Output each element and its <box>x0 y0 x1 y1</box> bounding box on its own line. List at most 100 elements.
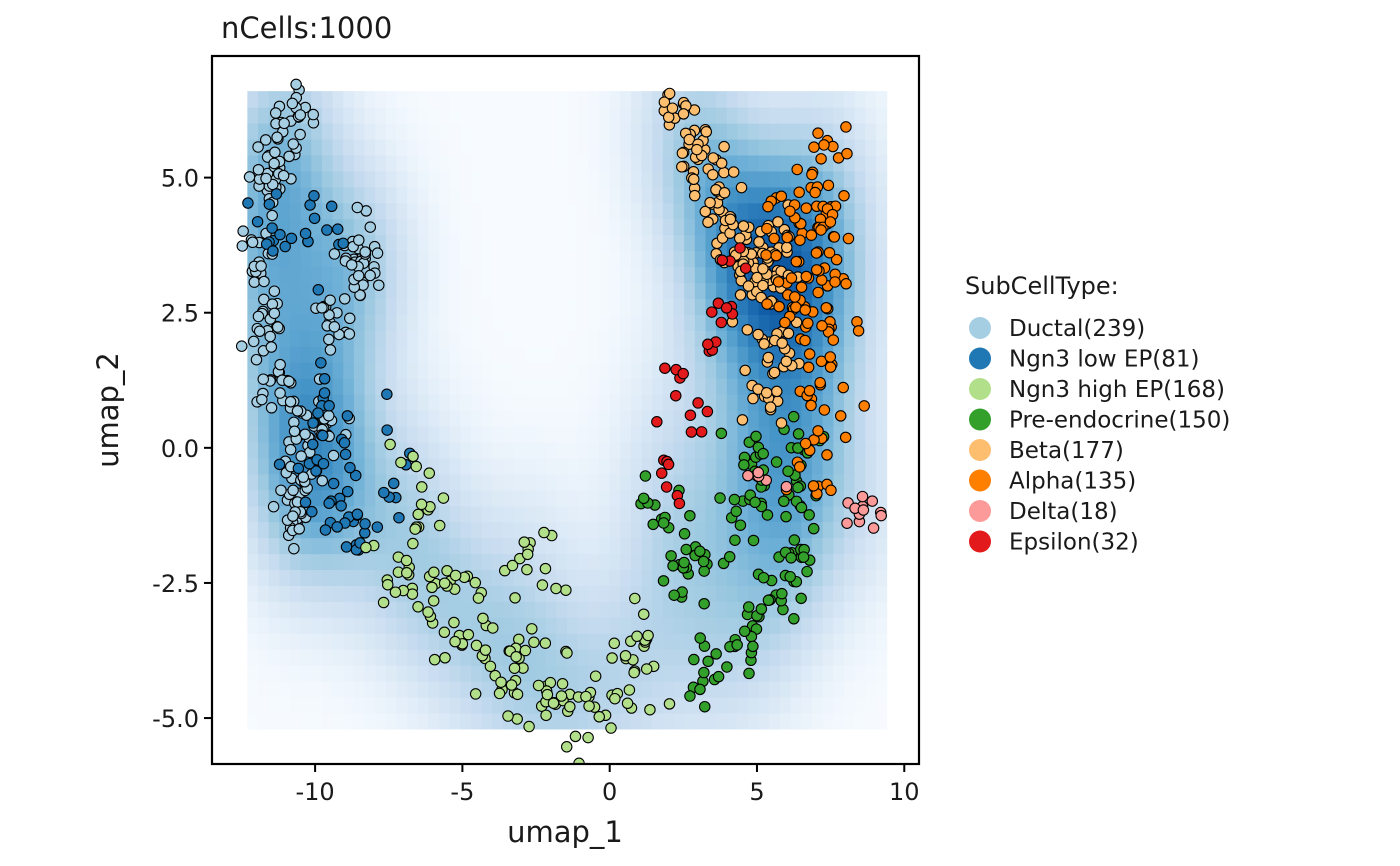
point-ngn3-high-ep <box>550 582 562 595</box>
point-pre-endocrine <box>657 575 670 587</box>
point-epsilon <box>739 262 752 274</box>
density-cell <box>332 425 344 443</box>
density-cell <box>481 234 493 252</box>
density-cell <box>407 234 419 252</box>
density-cell <box>375 362 387 379</box>
density-cell <box>460 282 472 299</box>
point-pre-endocrine <box>747 534 760 547</box>
density-cell <box>812 410 824 427</box>
density-cell <box>865 569 877 586</box>
density-cell <box>833 553 845 571</box>
density-cell <box>417 154 430 172</box>
density-cell <box>758 91 771 108</box>
density-cell <box>556 617 568 634</box>
density-cell <box>503 202 515 220</box>
density-cell <box>513 91 525 108</box>
density-cell <box>279 346 291 363</box>
density-cell <box>705 394 717 411</box>
density-cell <box>375 107 387 124</box>
density-cell <box>854 298 866 315</box>
density-cell <box>630 298 643 315</box>
density-cell <box>684 202 696 220</box>
density-cell <box>513 601 525 618</box>
density-cell <box>737 202 749 220</box>
density-cell <box>598 91 611 108</box>
density-cell <box>620 186 632 204</box>
density-cell <box>652 282 664 299</box>
density-cell <box>843 314 856 331</box>
density-cell <box>769 601 781 618</box>
point-alpha <box>841 147 853 160</box>
density-cell <box>481 170 493 188</box>
density-cell <box>716 681 728 698</box>
point-ngn3-low-ep <box>299 227 312 240</box>
density-cell <box>481 712 493 730</box>
density-cell <box>758 170 771 188</box>
density-cell <box>694 218 707 236</box>
density-cell <box>556 457 568 475</box>
density-cell <box>375 537 387 555</box>
density-cell <box>460 712 472 730</box>
density-cell <box>694 410 707 427</box>
density-cell <box>321 186 334 204</box>
point-ngn3-low-ep <box>327 477 340 490</box>
point-pre-endocrine <box>795 592 807 605</box>
density-cell <box>471 425 483 443</box>
density-cell <box>748 186 760 204</box>
density-cell <box>460 473 472 491</box>
density-cell <box>417 250 430 268</box>
density-cell <box>598 298 611 315</box>
point-beta <box>736 414 749 426</box>
point-pre-endocrine <box>761 509 774 521</box>
density-cell <box>758 521 771 539</box>
density-cell <box>620 91 632 108</box>
density-cell <box>620 537 632 555</box>
density-cell <box>428 394 440 411</box>
density-cell <box>396 123 408 140</box>
density-cell <box>865 505 877 523</box>
density-cell <box>311 649 323 666</box>
density-cell <box>769 123 781 140</box>
density-cell <box>790 617 802 634</box>
density-cell <box>428 378 440 395</box>
density-cell <box>513 441 525 459</box>
density-cell <box>545 298 557 315</box>
density-cell <box>652 569 664 586</box>
density-cell <box>630 712 643 730</box>
density-cell <box>748 585 760 602</box>
density-cell <box>279 505 291 523</box>
point-beta <box>752 328 764 341</box>
point-pre-endocrine <box>730 505 742 518</box>
point-ngn3-low-ep <box>270 188 283 200</box>
density-cell <box>726 712 739 730</box>
density-cell <box>652 378 664 395</box>
density-cell <box>471 601 483 618</box>
point-alpha <box>784 205 796 217</box>
density-cell <box>311 537 323 555</box>
density-cell <box>801 633 813 650</box>
density-cell <box>385 505 398 523</box>
density-cell <box>641 314 653 331</box>
density-cell <box>684 617 696 634</box>
density-cell <box>566 410 579 427</box>
density-cell <box>289 298 302 315</box>
point-pre-endocrine <box>729 534 741 546</box>
density-cell <box>556 330 568 347</box>
density-cell <box>609 473 621 491</box>
density-cell <box>609 378 621 395</box>
point-ngn3-high-ep <box>509 592 521 604</box>
density-cell <box>481 394 493 411</box>
density-cell <box>289 234 302 252</box>
point-ngn3-high-ep <box>407 450 419 463</box>
density-cell <box>875 553 888 571</box>
density-cell <box>385 712 398 730</box>
density-cell <box>748 123 760 140</box>
density-cell <box>492 410 504 427</box>
density-cell <box>524 649 536 666</box>
point-alpha <box>790 255 803 268</box>
point-ductal <box>258 275 270 288</box>
density-cell <box>620 505 632 523</box>
density-cell <box>396 489 408 507</box>
density-cell <box>780 170 792 188</box>
density-cell <box>247 346 259 363</box>
